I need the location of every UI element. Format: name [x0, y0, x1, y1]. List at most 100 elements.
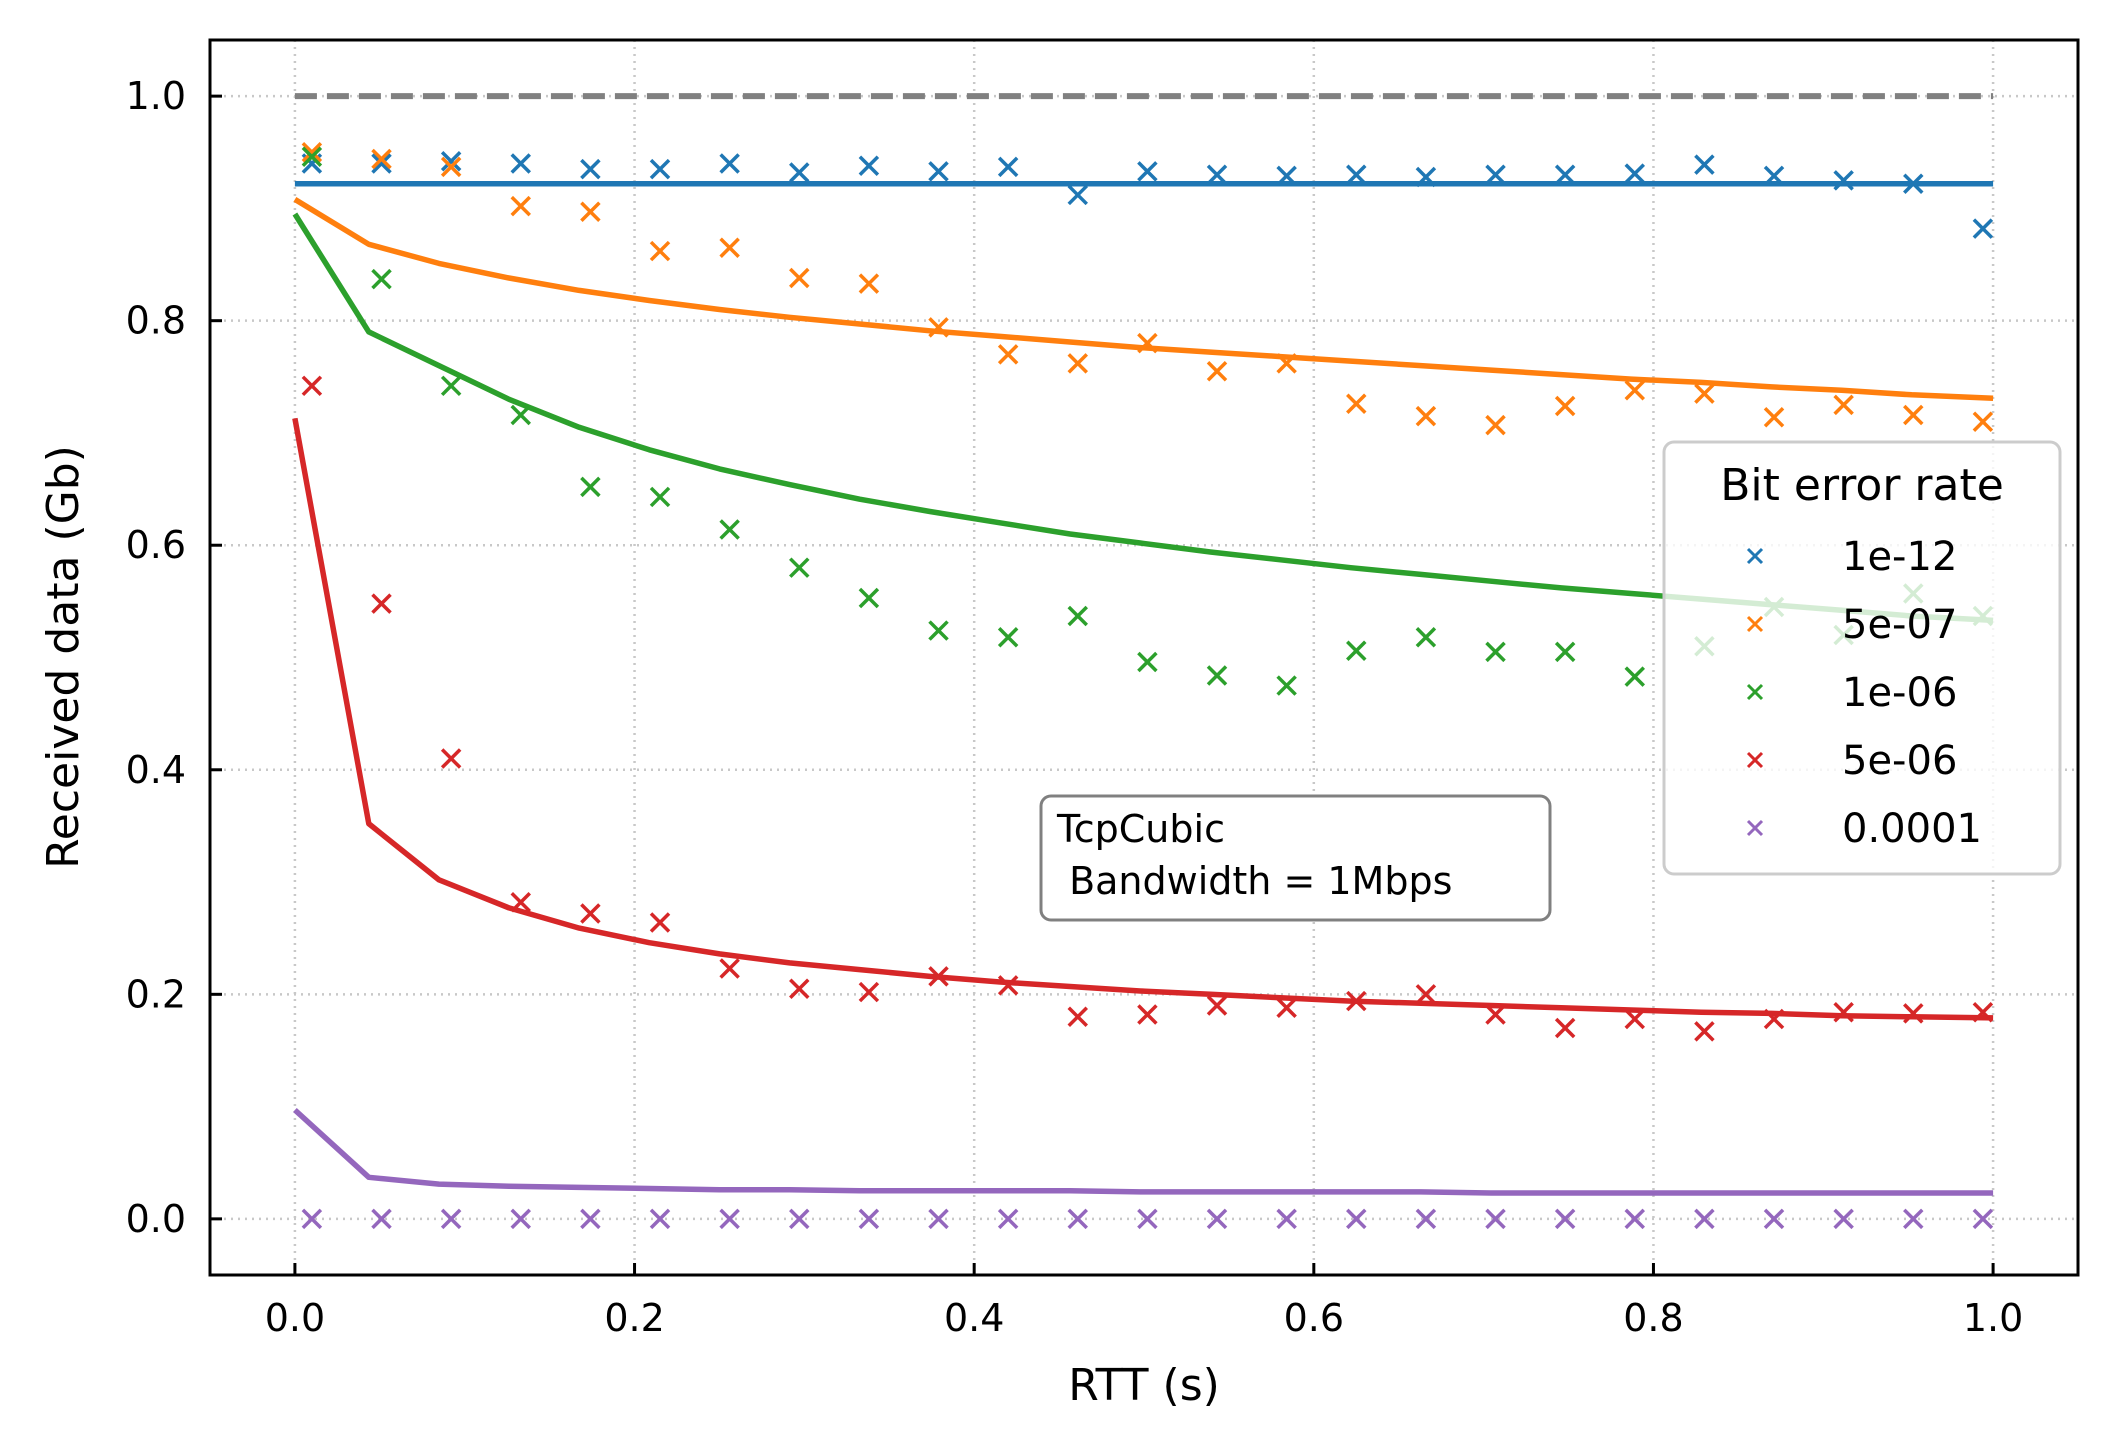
data-point	[371, 153, 392, 174]
data-point	[1972, 218, 1994, 239]
y-axis-title: Received data (Gb)	[38, 445, 89, 869]
data-point	[1763, 406, 1785, 428]
data-point	[440, 748, 462, 769]
series-group	[292, 142, 1994, 1230]
x-tick-label: 0.8	[1623, 1296, 1683, 1340]
x-tick-label: 0.2	[604, 1296, 664, 1340]
legend-marker	[1746, 615, 1764, 633]
data-point	[1694, 154, 1715, 175]
data-point	[1554, 164, 1576, 185]
data-point	[789, 557, 810, 578]
data-point	[1067, 1208, 1089, 1230]
data-point	[1833, 1208, 1854, 1230]
legend-title: Bit error rate	[1720, 460, 2004, 511]
data-point	[789, 978, 810, 999]
data-point	[1067, 605, 1089, 627]
data-point	[1485, 641, 1506, 663]
data-point	[1485, 1004, 1506, 1025]
legend-marker	[1746, 547, 1764, 565]
data-point	[371, 1208, 392, 1230]
data-point	[1137, 332, 1158, 354]
data-point	[719, 519, 740, 540]
y-tick-label: 0.4	[126, 748, 186, 792]
data-point	[1346, 990, 1367, 1012]
series-1e-12	[294, 151, 1994, 239]
fit-line	[293, 1107, 1994, 1196]
legend-label: 0.0001	[1842, 806, 1982, 852]
data-point	[1554, 1208, 1576, 1230]
data-point	[580, 476, 601, 498]
data-point	[928, 620, 949, 641]
data-point	[1624, 1208, 1646, 1230]
data-point	[1763, 1208, 1785, 1230]
data-point	[1206, 995, 1228, 1016]
data-point	[1624, 1008, 1646, 1030]
data-point	[1624, 163, 1646, 184]
data-point	[719, 958, 740, 979]
data-point	[997, 344, 1019, 365]
data-point	[1137, 1208, 1158, 1230]
data-point	[719, 237, 740, 258]
data-point	[1554, 641, 1576, 663]
data-point	[1276, 353, 1297, 374]
data-point	[1833, 394, 1854, 416]
data-point	[301, 146, 323, 168]
data-point	[440, 151, 462, 172]
data-point	[1833, 1002, 1854, 1023]
data-point	[510, 1208, 532, 1230]
data-point	[858, 155, 880, 176]
data-point	[997, 1208, 1019, 1230]
data-point	[649, 240, 671, 262]
data-point	[997, 156, 1019, 178]
plot-frame	[208, 38, 2080, 1277]
data-point	[301, 142, 323, 163]
data-point	[371, 593, 392, 614]
data-point	[440, 375, 462, 397]
data-point	[1833, 170, 1854, 191]
legend-marker	[1746, 819, 1764, 837]
data-point	[1067, 184, 1089, 206]
data-point	[1485, 414, 1506, 436]
data-point	[789, 1208, 810, 1230]
data-point	[1276, 165, 1297, 187]
data-point	[1206, 665, 1228, 686]
data-point	[1346, 164, 1367, 185]
fit-line	[293, 197, 1994, 401]
data-point	[1972, 411, 1994, 432]
data-point	[1415, 405, 1437, 427]
x-tick-label: 0.0	[265, 1296, 325, 1340]
data-point	[1763, 1008, 1785, 1030]
data-point	[1137, 161, 1158, 182]
data-point	[1554, 1017, 1576, 1039]
annotation-line-2: Bandwidth = 1Mbps	[1057, 859, 1452, 903]
data-point	[301, 375, 323, 397]
data-point	[440, 156, 462, 178]
data-point	[649, 912, 671, 933]
y-tick-label: 1.0	[126, 74, 186, 118]
data-point	[1206, 360, 1228, 382]
data-point	[1276, 1208, 1297, 1230]
data-point	[1137, 1004, 1158, 1025]
data-point	[1485, 1208, 1506, 1230]
x-tick-label: 0.6	[1284, 1296, 1344, 1340]
legend-marker	[1746, 683, 1764, 701]
data-point	[1276, 997, 1297, 1019]
data-point	[1624, 380, 1646, 401]
data-point	[1346, 393, 1367, 415]
data-point	[510, 892, 532, 913]
x-tick-label: 1.0	[1963, 1296, 2023, 1340]
data-point	[1694, 1208, 1715, 1230]
data-point	[858, 273, 880, 294]
data-point	[1903, 404, 1924, 426]
data-point	[1972, 1002, 1994, 1023]
data-point	[719, 1208, 740, 1230]
data-point	[1903, 173, 1924, 194]
data-point	[1694, 383, 1715, 404]
data-point	[580, 201, 601, 223]
series-0.0001	[293, 1107, 1994, 1230]
data-point	[928, 966, 949, 987]
data-point	[1415, 1208, 1437, 1230]
data-point	[371, 148, 392, 170]
data-point	[580, 1208, 601, 1230]
